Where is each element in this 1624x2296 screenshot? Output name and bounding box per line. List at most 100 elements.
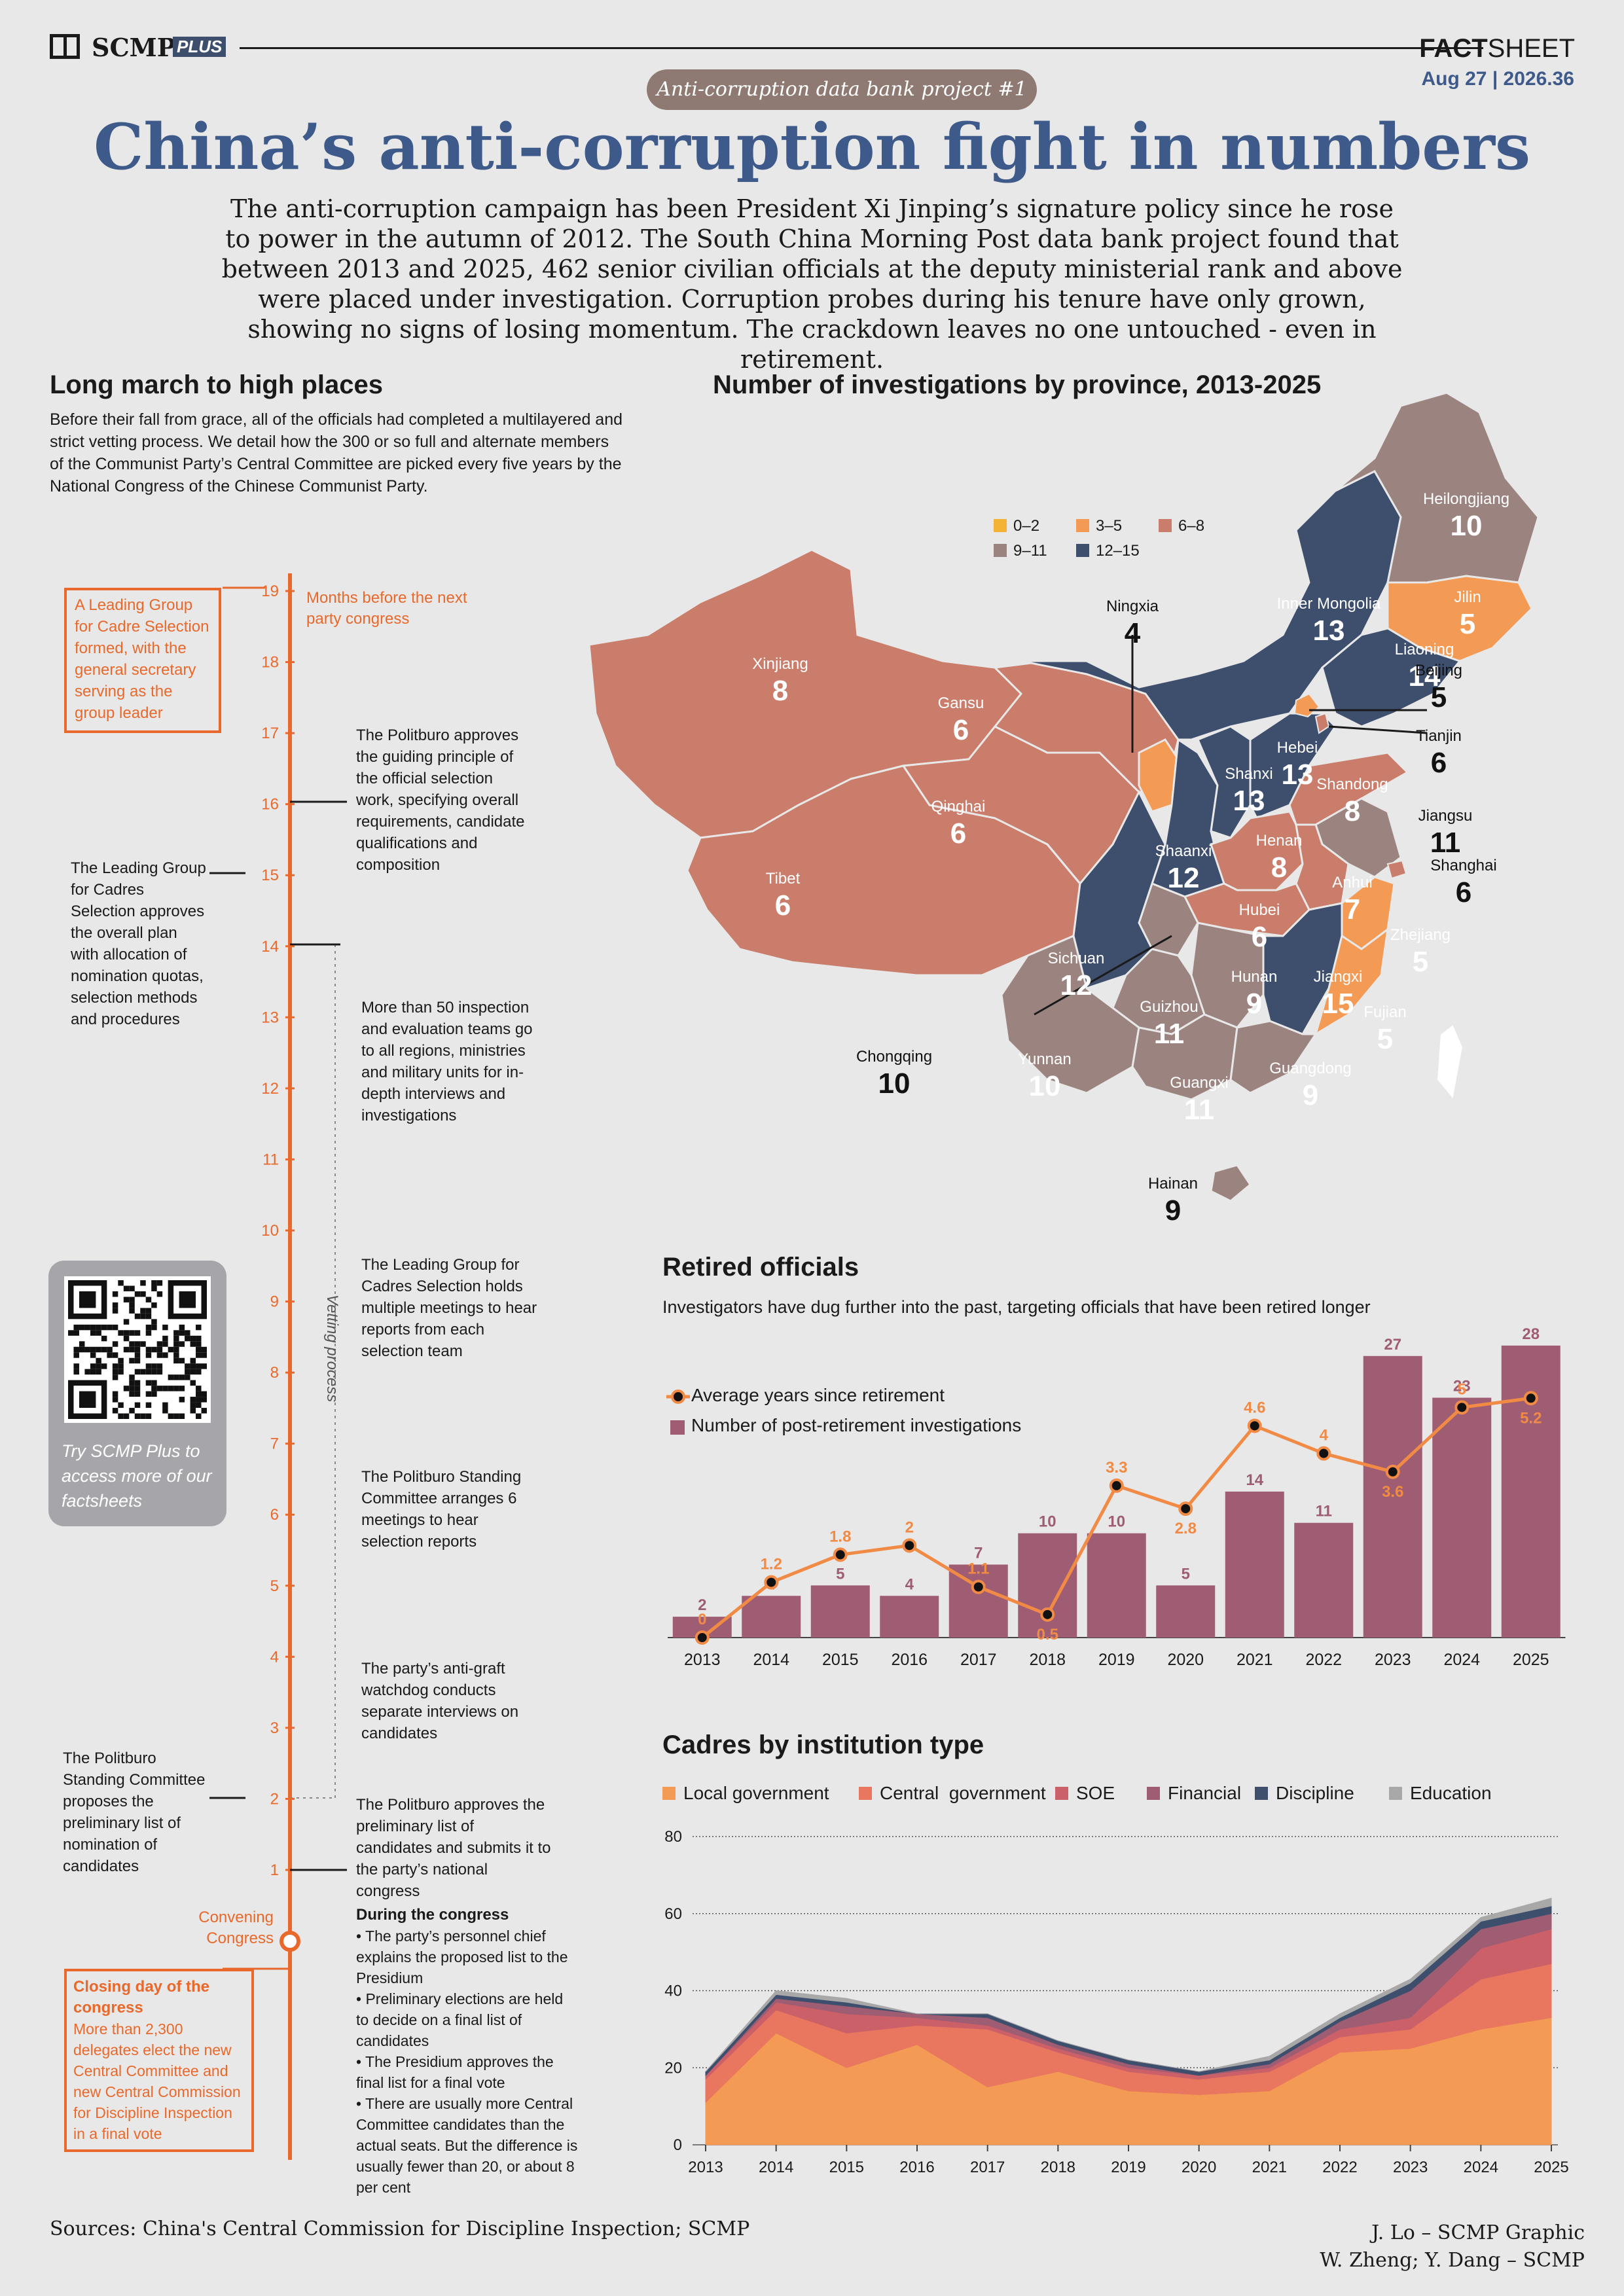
timeline-intro: Before their fall from grace, all of the… xyxy=(50,410,623,495)
x-tick-label: 2023 xyxy=(1375,1651,1411,1669)
province-value: 6 xyxy=(950,817,966,850)
province-value: 12 xyxy=(1060,969,1092,1001)
retired-bar xyxy=(1294,1522,1354,1638)
avg-years-point xyxy=(1109,1478,1124,1493)
legend-label: 3–5 xyxy=(1096,517,1123,535)
legend-label: 12–15 xyxy=(1096,542,1140,560)
during-congress: During the congress • The party’s person… xyxy=(356,1905,579,2198)
month-label: 18 xyxy=(261,654,279,672)
retired-bar xyxy=(810,1585,870,1638)
province-value: 13 xyxy=(1313,615,1345,647)
month-label: 9 xyxy=(270,1293,279,1311)
province-name: Heilongjiang xyxy=(1423,490,1509,508)
month-label: 14 xyxy=(261,938,279,956)
month-label: 1 xyxy=(270,1861,279,1879)
y-tick-label: 40 xyxy=(664,1982,682,2000)
bar-value-label: 5 xyxy=(836,1565,844,1583)
province-name: Yunnan xyxy=(1018,1050,1071,1068)
province-name: Xinjiang xyxy=(752,655,808,673)
scmp-logo-icon xyxy=(50,34,80,59)
legend-swatch xyxy=(1076,519,1089,532)
province-value: 9 xyxy=(1246,988,1262,1020)
province-value: 8 xyxy=(1344,795,1360,827)
y-tick-label: 60 xyxy=(664,1905,682,1923)
y-tick-label: 80 xyxy=(664,1828,682,1846)
province-name: Guizhou xyxy=(1140,998,1198,1016)
month-label: 5 xyxy=(270,1577,279,1595)
province-value: 10 xyxy=(878,1067,911,1100)
province-value: 9 xyxy=(1165,1194,1181,1227)
province-name: Hebei xyxy=(1277,739,1318,757)
header-bar: SCMP PLUS FACTSHEET xyxy=(50,31,1575,64)
cadres-legend-item: Local government xyxy=(662,1783,829,1804)
bar-value-label: 27 xyxy=(1384,1336,1401,1354)
project-badge: Anti-corruption data bank project #1 xyxy=(647,69,1037,110)
x-tick-label: 2021 xyxy=(1236,1651,1273,1669)
bar-value-label: 10 xyxy=(1039,1513,1056,1531)
province-value: 13 xyxy=(1282,759,1314,791)
brand-name[interactable]: SCMP xyxy=(92,33,176,62)
month-label: 2 xyxy=(270,1790,279,1808)
province-name: Fujian xyxy=(1363,1003,1406,1021)
cadres-legend-item: Education xyxy=(1389,1783,1492,1804)
province-value: 10 xyxy=(1451,510,1483,542)
x-tick-label: 2025 xyxy=(1534,2159,1568,2176)
closing-day-box: Closing day of the congress More than 2,… xyxy=(64,1969,254,2152)
note-month-6: The Politburo Standing Committee arrange… xyxy=(361,1468,522,1551)
avg-years-point xyxy=(764,1575,779,1590)
province-name: Liaoning xyxy=(1395,641,1454,658)
closing-text: More than 2,300 delegates elect the new … xyxy=(73,2020,241,2142)
cadres-legend-item: Central government xyxy=(859,1783,1046,1804)
avg-years-point xyxy=(695,1630,710,1645)
region-shanxi xyxy=(1197,725,1252,839)
cadres-legend-label: Discipline xyxy=(1276,1783,1354,1803)
qr-promo-card[interactable]: Try SCMP Plus to access more of our fact… xyxy=(48,1261,226,1526)
region-heilongjiang xyxy=(1335,391,1540,584)
qr-code-icon[interactable] xyxy=(64,1276,211,1423)
province-value: 8 xyxy=(772,675,788,707)
cadres-legend-item: SOE xyxy=(1055,1783,1115,1804)
province-value: 11 xyxy=(1430,827,1461,859)
brand-plus-badge: PLUS xyxy=(173,37,226,57)
callout-chongqing xyxy=(1034,935,1172,1016)
x-tick-label: 2015 xyxy=(822,1651,859,1669)
cadres-legend: Local government Central government SOE Fin… xyxy=(662,1783,1579,1809)
province-value: 5 xyxy=(1460,608,1475,640)
avg-years-point xyxy=(902,1538,917,1553)
avg-years-point xyxy=(1454,1400,1470,1415)
province-value: 5 xyxy=(1431,681,1447,713)
x-tick-label: 2014 xyxy=(753,1651,789,1669)
leading-group-box: A Leading Group for Cadre Selection form… xyxy=(64,588,221,733)
cadres-legend-swatch xyxy=(662,1787,676,1800)
cadres-legend-swatch xyxy=(1255,1787,1268,1800)
cadres-legend-label: SOE xyxy=(1076,1783,1115,1803)
retired-subtitle: Investigators have dug further into the … xyxy=(662,1297,1371,1317)
retired-title: Retired officials xyxy=(662,1253,859,1282)
province-value: 6 xyxy=(775,889,791,922)
x-tick-label: 2016 xyxy=(891,1651,928,1669)
note-month-1: The Politburo approves the preliminary l… xyxy=(356,1796,551,1900)
bar-value-label: 23 xyxy=(1453,1378,1471,1395)
month-label: 4 xyxy=(270,1648,279,1666)
legend-label: 9–11 xyxy=(1013,542,1047,560)
china-map: Heilongjiang 10 Jilin 5 Liaoning 14 Inner Mong… xyxy=(588,391,1540,1227)
province-name: Sichuan xyxy=(1048,950,1105,967)
during-title: During the congress xyxy=(356,1906,509,1924)
x-tick-label: 2021 xyxy=(1252,2159,1287,2176)
province-name: Tianjin xyxy=(1416,727,1462,745)
vetting-label: Vetting process xyxy=(323,1295,341,1403)
x-tick-label: 2013 xyxy=(688,2159,723,2176)
province-value: 13 xyxy=(1233,785,1265,817)
region-taiwan xyxy=(1435,1023,1464,1102)
legend-label: 0–2 xyxy=(1013,517,1040,535)
legend-line-label: Average years since retirement xyxy=(691,1385,945,1405)
map-legend: 0–2 3–5 6–8 9–11 12–15 xyxy=(994,517,1255,563)
legend-item: 9–11 xyxy=(994,542,1047,560)
x-tick-label: 2025 xyxy=(1513,1651,1549,1669)
during-item: • The Presidium approves the final list … xyxy=(356,2053,554,2091)
note-month-13: More than 50 inspection and evaluation t… xyxy=(361,999,533,1124)
qr-code-pattern xyxy=(68,1280,207,1419)
x-tick-label: 2022 xyxy=(1305,1651,1342,1669)
month-label: 11 xyxy=(262,1151,279,1168)
retired-bar xyxy=(1087,1533,1146,1638)
